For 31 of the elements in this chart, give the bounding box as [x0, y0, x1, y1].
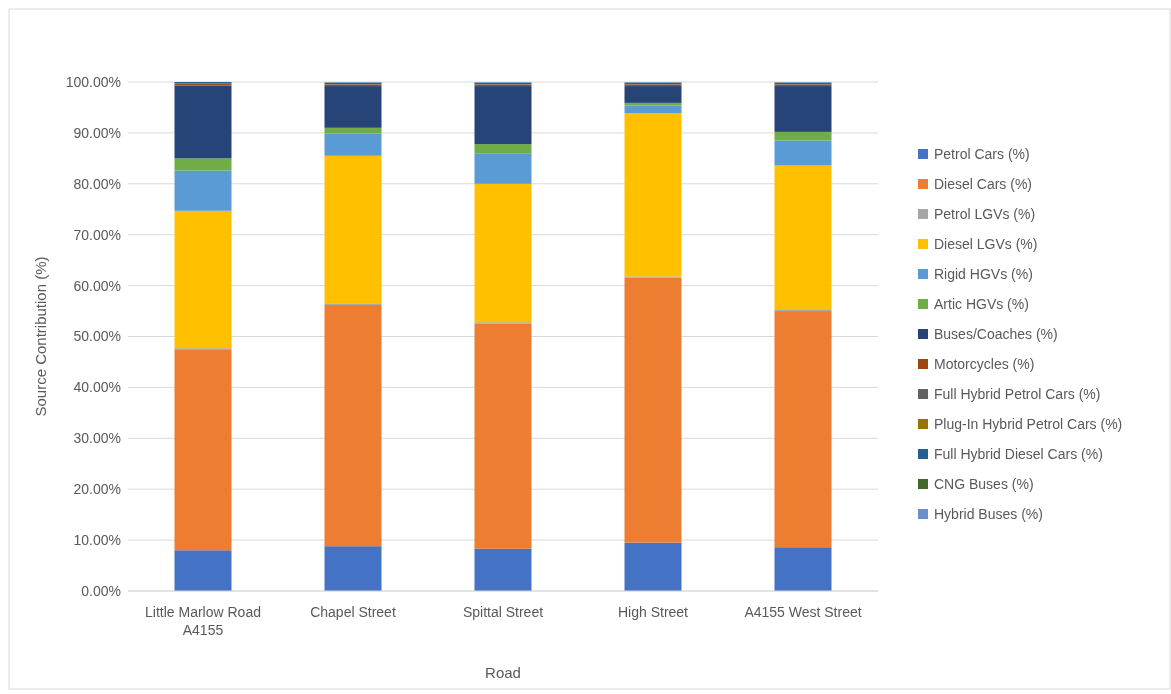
x-tick-label: A4155 West Street: [744, 604, 862, 620]
legend-label: Rigid HGVs (%): [934, 265, 1033, 282]
legend-label: Hybrid Buses (%): [934, 505, 1043, 522]
y-tick-label: 0.00%: [81, 582, 121, 599]
legend-label: Diesel Cars (%): [934, 175, 1033, 192]
y-tick-label: 30.00%: [73, 430, 121, 447]
y-tick-label: 70.00%: [73, 226, 121, 243]
legend-label: Buses/Coaches (%): [934, 325, 1058, 342]
y-tick-label: 10.00%: [73, 532, 121, 548]
y-tick-label: 20.00%: [73, 481, 121, 498]
legend-label: Petrol LGVs (%): [934, 205, 1036, 222]
legend-label: CNG Buses (%): [934, 475, 1034, 492]
y-tick-label: 60.00%: [73, 277, 121, 294]
y-tick-label: 40.00%: [73, 379, 121, 396]
legend-label: Petrol Cars (%): [934, 145, 1030, 162]
x-tick-label: Spittal Street: [462, 604, 544, 620]
legend-label: Artic HGVs (%): [934, 295, 1029, 312]
y-tick-label: 100.00%: [65, 73, 121, 90]
legend-label: Diesel LGVs (%): [934, 235, 1038, 252]
y-axis-title: Source Contribution (%): [32, 256, 49, 417]
x-axis-title: Road: [485, 664, 521, 681]
legend-label: Full Hybrid Diesel Cars (%): [934, 445, 1103, 462]
legend-label: Full Hybrid Petrol Cars (%): [934, 385, 1101, 402]
x-tick-label: High Street: [617, 604, 689, 620]
legend-label: Motorcycles (%): [934, 355, 1035, 372]
y-tick-label: 80.00%: [73, 175, 121, 192]
x-tick-label: Chapel Street: [310, 604, 396, 620]
x-tick-label: Little Marlow Road A4155: [145, 604, 261, 638]
y-tick-label: 90.00%: [73, 124, 121, 141]
y-tick-label: 50.00%: [73, 328, 121, 345]
legend-label: Plug-In Hybrid Petrol Cars (%): [934, 415, 1123, 432]
